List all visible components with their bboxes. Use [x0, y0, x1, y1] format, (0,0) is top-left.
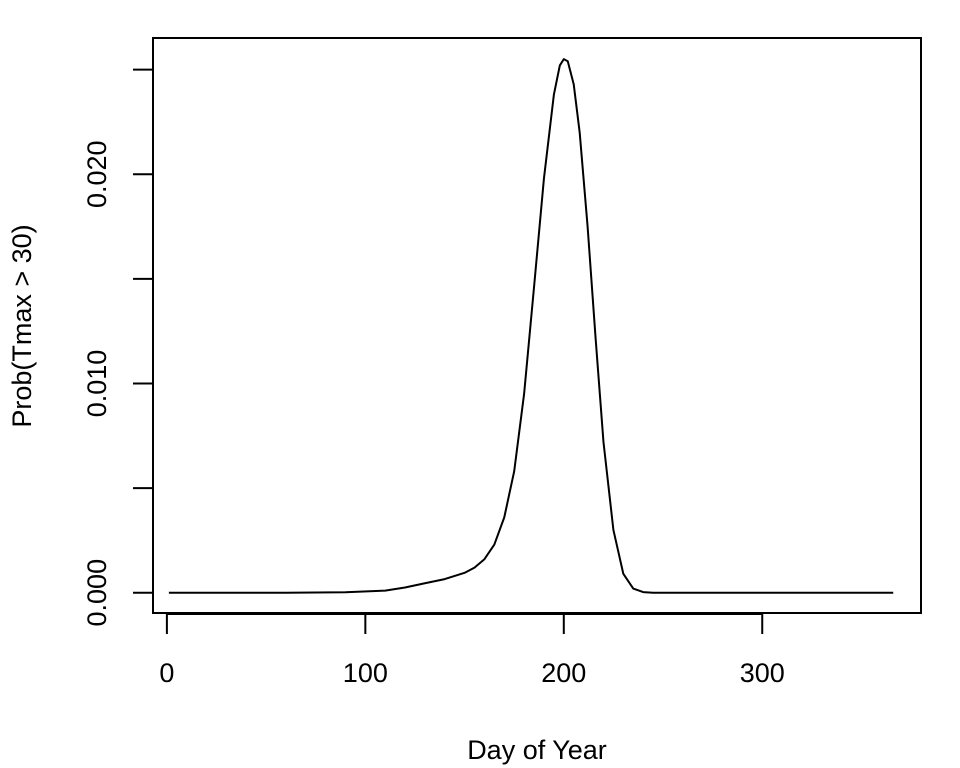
series-layer [168, 58, 894, 594]
y-tick-label: 0.020 [82, 140, 112, 208]
x-tick-label: 200 [541, 658, 586, 688]
y-tick-label: 0.000 [82, 559, 112, 627]
y-axis-title: Prob(Tmax > 30) [7, 224, 37, 427]
x-tick-label: 100 [343, 658, 388, 688]
x-tick-label: 0 [159, 658, 174, 688]
y-axis: 0.000 0.010 0.020 [82, 68, 154, 627]
plot-frame [152, 37, 922, 614]
series-line [168, 58, 894, 594]
x-tick-label: 300 [740, 658, 785, 688]
x-axis-title: Day of Year [467, 735, 607, 765]
y-tick-label: 0.010 [82, 350, 112, 418]
x-axis: 0 100 200 300 [159, 613, 785, 688]
